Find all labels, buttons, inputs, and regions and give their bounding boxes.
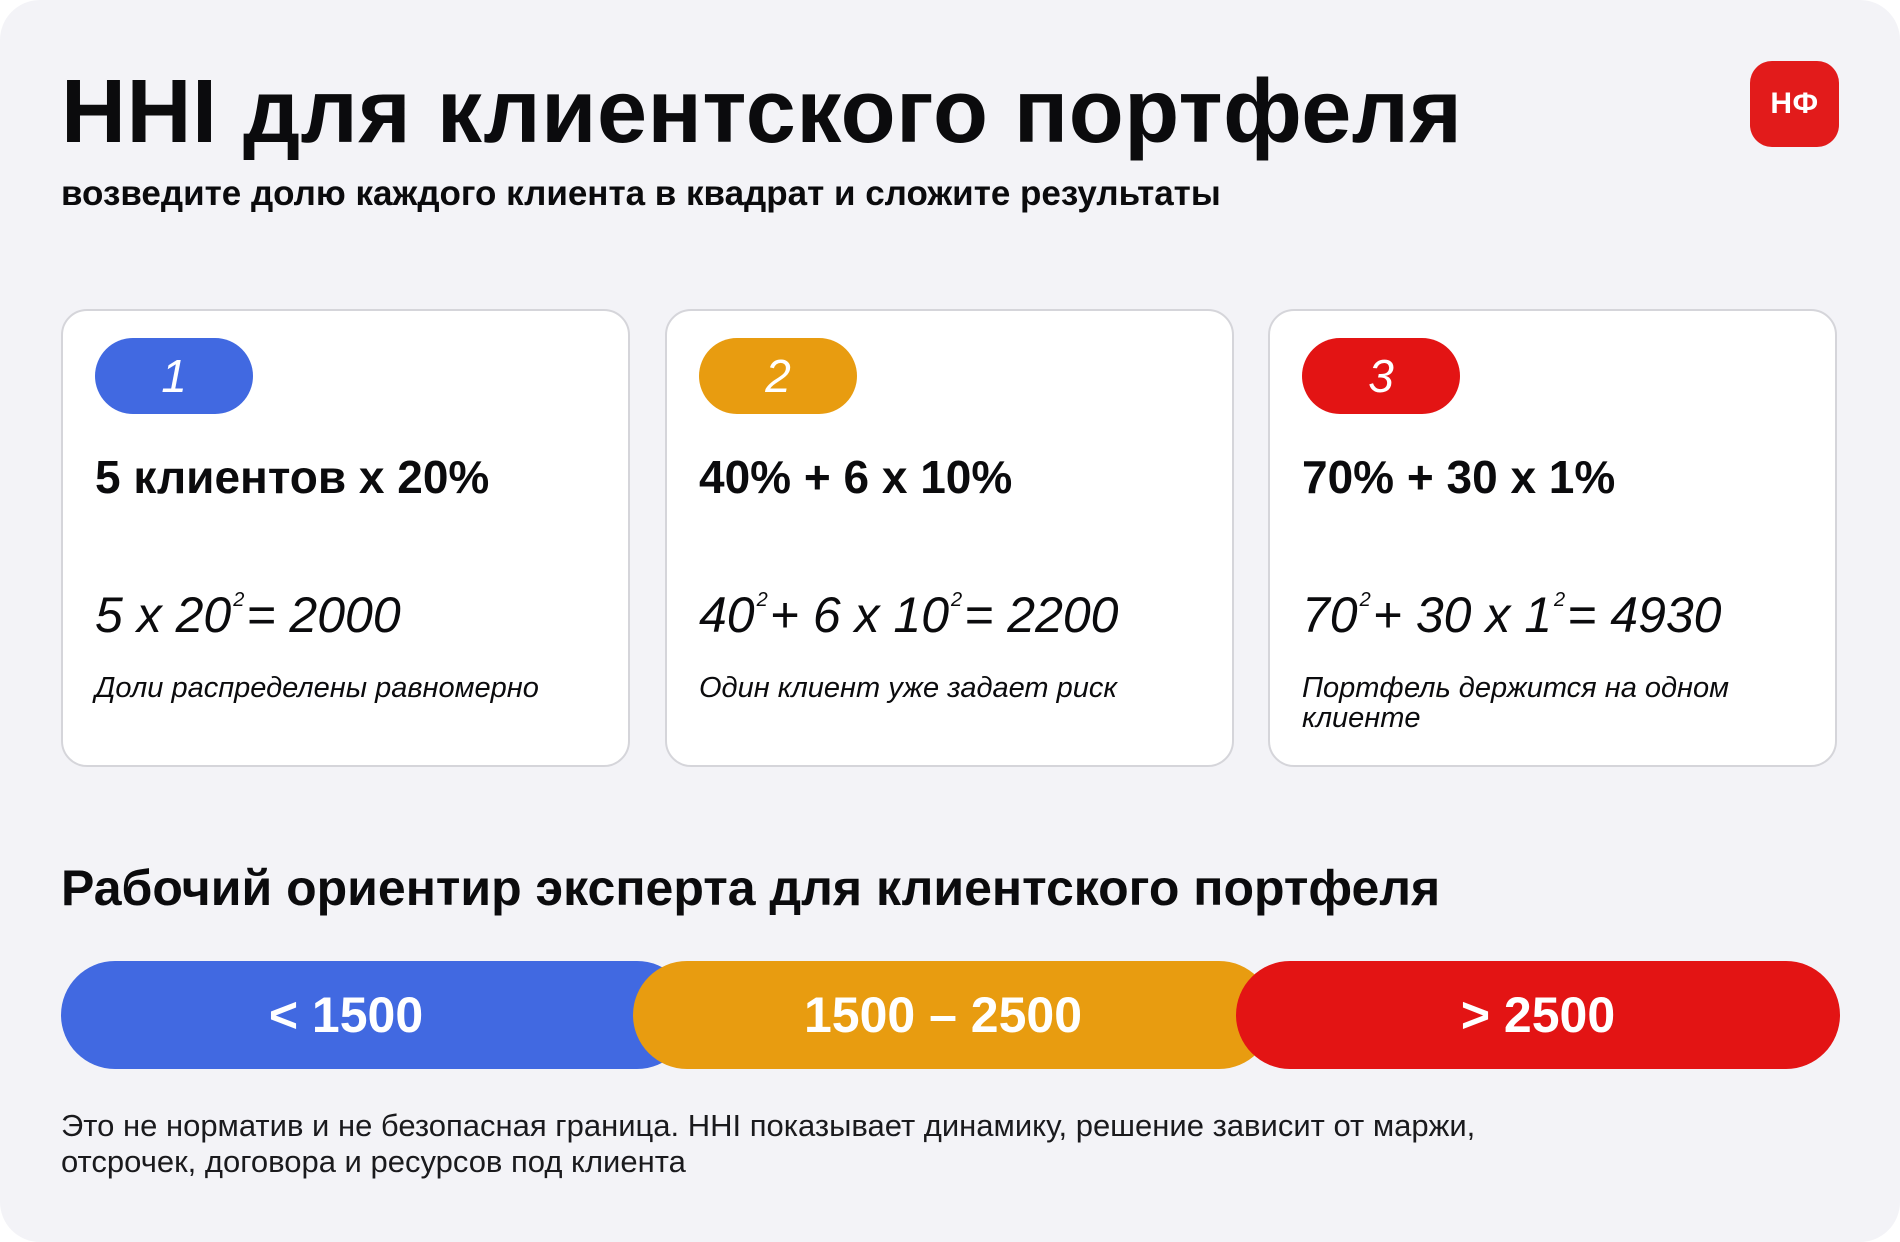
formula-result: = 4930 — [1567, 587, 1722, 643]
formula-term: + 6 x 10 — [769, 587, 950, 643]
example-heading: 5 клиентов x 20% — [95, 451, 490, 503]
example-formula: 40 2+ 6 x 10 2= 2200 — [699, 585, 1119, 645]
formula-exponent: 2 — [1359, 589, 1371, 611]
formula-exponent: 2 — [233, 589, 245, 611]
page-subtitle: возведите долю каждого клиента в квадрат… — [61, 174, 1221, 213]
formula-exponent: 2 — [756, 589, 768, 611]
example-card-3: 3 70% + 30 x 1% 70 2+ 30 x 1 2= 4930 Портф… — [1268, 309, 1837, 767]
example-formula: 5 x 20 2= 2000 — [95, 585, 401, 645]
scale-segment-high: > 2500 — [1236, 961, 1840, 1069]
formula-term: + 30 x 1 — [1372, 587, 1553, 643]
brand-logo: НФ — [1750, 61, 1839, 147]
example-card-2: 2 40% + 6 x 10% 40 2+ 6 x 10 2= 2200 Один … — [665, 309, 1234, 767]
formula-term: 70 — [1302, 587, 1358, 643]
formula-term: 40 — [699, 587, 755, 643]
page-title: HHI для клиентского портфеля — [61, 62, 1463, 162]
scale-segment-medium: 1500 – 2500 — [633, 961, 1273, 1069]
example-note: Портфель держится на одном клиенте — [1302, 672, 1729, 734]
formula-term: 5 x 20 — [95, 587, 232, 643]
example-note: Доли распределены равномерно — [95, 672, 539, 704]
scale-segment-low: < 1500 — [61, 961, 691, 1069]
example-formula: 70 2+ 30 x 1 2= 4930 — [1302, 585, 1722, 645]
example-heading: 70% + 30 x 1% — [1302, 451, 1616, 503]
example-card-1: 1 5 клиентов x 20% 5 x 20 2= 2000 Доли ра… — [61, 309, 630, 767]
example-note: Один клиент уже задает риск — [699, 672, 1118, 704]
example-number-badge: 1 — [95, 338, 253, 414]
example-number-badge: 2 — [699, 338, 857, 414]
example-number-badge: 3 — [1302, 338, 1460, 414]
formula-result: = 2200 — [964, 587, 1119, 643]
benchmark-title: Рабочий ориентир эксперта для клиентског… — [61, 860, 1441, 916]
benchmark-footnote: Это не норматив и не безопасная граница.… — [61, 1108, 1476, 1179]
example-heading: 40% + 6 x 10% — [699, 451, 1013, 503]
formula-exponent: 2 — [951, 589, 963, 611]
benchmark-scale: < 1500 1500 – 2500 > 2500 — [61, 961, 1840, 1069]
formula-result: = 2000 — [246, 587, 401, 643]
scale-segment-label: 1500 – 2500 — [803, 987, 1083, 1043]
scale-segment-label: > 2500 — [1460, 987, 1616, 1043]
formula-exponent: 2 — [1554, 589, 1566, 611]
scale-segment-label: < 1500 — [268, 987, 424, 1043]
